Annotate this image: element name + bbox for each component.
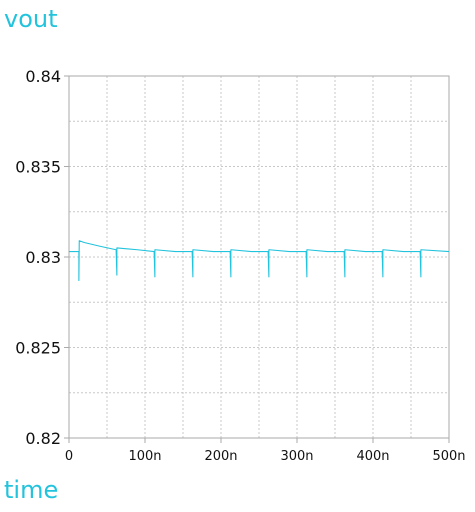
series-line-vout xyxy=(69,240,450,282)
y-tick-label: 0.83 xyxy=(25,248,61,267)
grid-layer xyxy=(69,76,449,438)
x-tick-label: 300n xyxy=(280,449,313,464)
y-tick-label: 0.84 xyxy=(25,67,61,86)
x-tick-label: 100n xyxy=(128,449,161,464)
y-tick-label: 0.825 xyxy=(15,339,61,358)
x-tick-label: 400n xyxy=(356,449,389,464)
x-tick-label: 500n xyxy=(432,449,465,464)
y-tick-label: 0.82 xyxy=(25,429,61,448)
tick-layer: 0 100n 200n 300n 400n 500n 0.84 0.835 0.83 0.825 0… xyxy=(15,67,465,464)
x-tick-label: 200n xyxy=(204,449,237,464)
y-tick-label: 0.835 xyxy=(15,158,61,177)
y-axis-label: vout xyxy=(4,5,58,33)
x-tick-label: 0 xyxy=(65,449,73,464)
x-axis-label: time xyxy=(4,476,59,504)
series-layer xyxy=(69,240,450,282)
